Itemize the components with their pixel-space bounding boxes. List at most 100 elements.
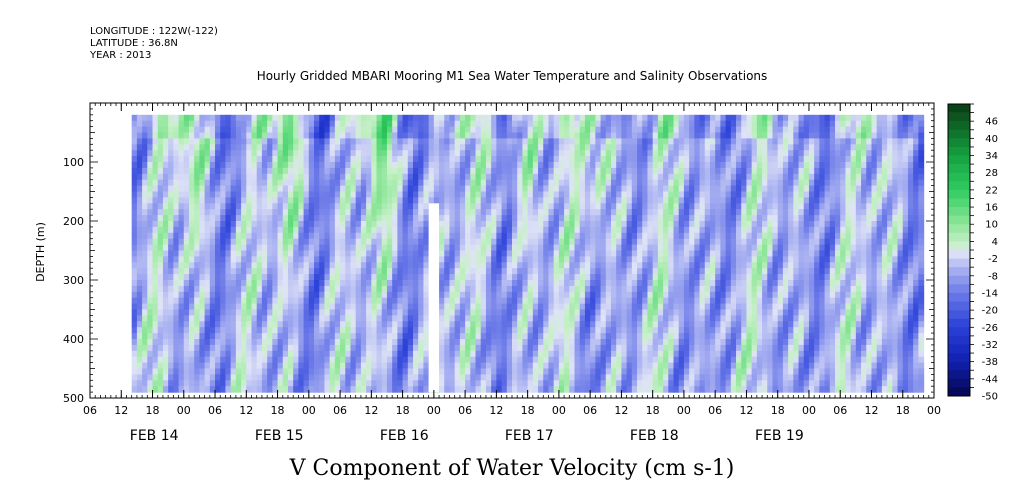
- heatmap-cell: [423, 321, 430, 328]
- heatmap-cell: [272, 197, 279, 204]
- heatmap-cell: [663, 303, 669, 311]
- heatmap-cell: [235, 380, 242, 387]
- heatmap-cell: [194, 209, 201, 216]
- heatmap-cell: [512, 221, 518, 228]
- heatmap-cell: [553, 256, 560, 263]
- heatmap-cell: [491, 215, 497, 222]
- heatmap-cell: [673, 356, 680, 364]
- heatmap-cell: [334, 244, 341, 252]
- heatmap-cell: [433, 144, 440, 151]
- heatmap-cell: [345, 262, 352, 269]
- heatmap-cell: [663, 321, 669, 328]
- heatmap-cell: [449, 191, 456, 198]
- heatmap-cell: [277, 285, 284, 293]
- heatmap-cell: [657, 333, 664, 340]
- heatmap-cell: [142, 362, 148, 370]
- heatmap-cell: [334, 167, 341, 175]
- heatmap-cell: [517, 126, 524, 134]
- heatmap-cell: [220, 209, 227, 216]
- heatmap-cell: [204, 156, 211, 163]
- heatmap-cell: [194, 197, 201, 204]
- heatmap-cell: [241, 232, 247, 240]
- heatmap-cell: [657, 386, 664, 393]
- heatmap-cell: [314, 280, 320, 287]
- heatmap-cell: [574, 120, 581, 128]
- heatmap-cell: [522, 150, 529, 157]
- heatmap-cell: [678, 368, 685, 375]
- heatmap-cell: [162, 285, 169, 293]
- heatmap-cell: [168, 215, 174, 222]
- heatmap-cell: [298, 120, 305, 128]
- heatmap-cell: [605, 350, 612, 358]
- heatmap-cell: [350, 280, 357, 287]
- heatmap-cell: [319, 179, 326, 187]
- heatmap-cell: [261, 268, 268, 275]
- heatmap-cell: [376, 368, 383, 375]
- heatmap-cell: [522, 244, 529, 252]
- heatmap-cell: [209, 226, 216, 234]
- heatmap-cell: [428, 185, 435, 193]
- heatmap-cell: [308, 380, 315, 387]
- heatmap-cell: [454, 274, 461, 281]
- heatmap-cell: [402, 250, 409, 257]
- heatmap-cell: [168, 350, 174, 358]
- heatmap-cell: [413, 162, 419, 169]
- heatmap-cell: [678, 197, 685, 204]
- heatmap-cell: [532, 291, 539, 299]
- heatmap-cell: [543, 321, 550, 328]
- heatmap-cell: [360, 156, 367, 163]
- heatmap-cell: [246, 362, 253, 370]
- heatmap-cell: [532, 126, 539, 134]
- heatmap-cell: [480, 321, 487, 328]
- heatmap-cell: [470, 315, 477, 322]
- heatmap-cell: [543, 291, 550, 299]
- heatmap-cell: [345, 362, 352, 370]
- heatmap-cell: [303, 309, 310, 316]
- heatmap-cell: [246, 339, 253, 346]
- heatmap-cell: [230, 339, 237, 346]
- heatmap-cell: [298, 191, 305, 198]
- heatmap-cell: [558, 303, 565, 311]
- heatmap-cell: [381, 268, 388, 275]
- heatmap-cell: [397, 268, 404, 275]
- heatmap-cell: [595, 120, 602, 128]
- heatmap-cell: [314, 179, 320, 187]
- heatmap-cell: [355, 179, 362, 187]
- heatmap-cell: [371, 138, 378, 145]
- heatmap-cell: [621, 221, 628, 228]
- heatmap-cell: [418, 144, 425, 151]
- heatmap-cell: [329, 256, 336, 263]
- heatmap-cell: [470, 209, 477, 216]
- heatmap-cell: [553, 173, 560, 181]
- heatmap-cell: [543, 268, 550, 275]
- heatmap-cell: [527, 280, 534, 287]
- heatmap-cell: [621, 209, 628, 216]
- heatmap-cell: [178, 303, 185, 311]
- heatmap-cell: [439, 232, 445, 240]
- heatmap-cell: [204, 303, 211, 311]
- heatmap-cell: [579, 203, 586, 210]
- heatmap-cell: [188, 114, 195, 122]
- heatmap-cell: [480, 221, 487, 228]
- heatmap-cell: [183, 156, 190, 163]
- heatmap-cell: [376, 256, 383, 263]
- heatmap-cell: [376, 150, 383, 157]
- heatmap-cell: [637, 203, 643, 210]
- heatmap-cell: [407, 209, 414, 216]
- heatmap-cell: [522, 321, 529, 328]
- heatmap-cell: [136, 374, 143, 381]
- heatmap-cell: [668, 368, 675, 375]
- heatmap-cell: [277, 232, 284, 240]
- heatmap-cell: [183, 303, 190, 311]
- heatmap-cell: [637, 238, 643, 246]
- heatmap-cell: [553, 333, 560, 340]
- heatmap-cell: [303, 291, 310, 299]
- heatmap-cell: [610, 221, 617, 228]
- heatmap-cell: [209, 156, 216, 163]
- heatmap-cell: [678, 268, 685, 275]
- heatmap-cell: [657, 150, 664, 157]
- heatmap-cell: [496, 262, 503, 269]
- heatmap-cell: [298, 215, 305, 222]
- heatmap-cell: [277, 203, 284, 210]
- heatmap-cell: [168, 268, 174, 275]
